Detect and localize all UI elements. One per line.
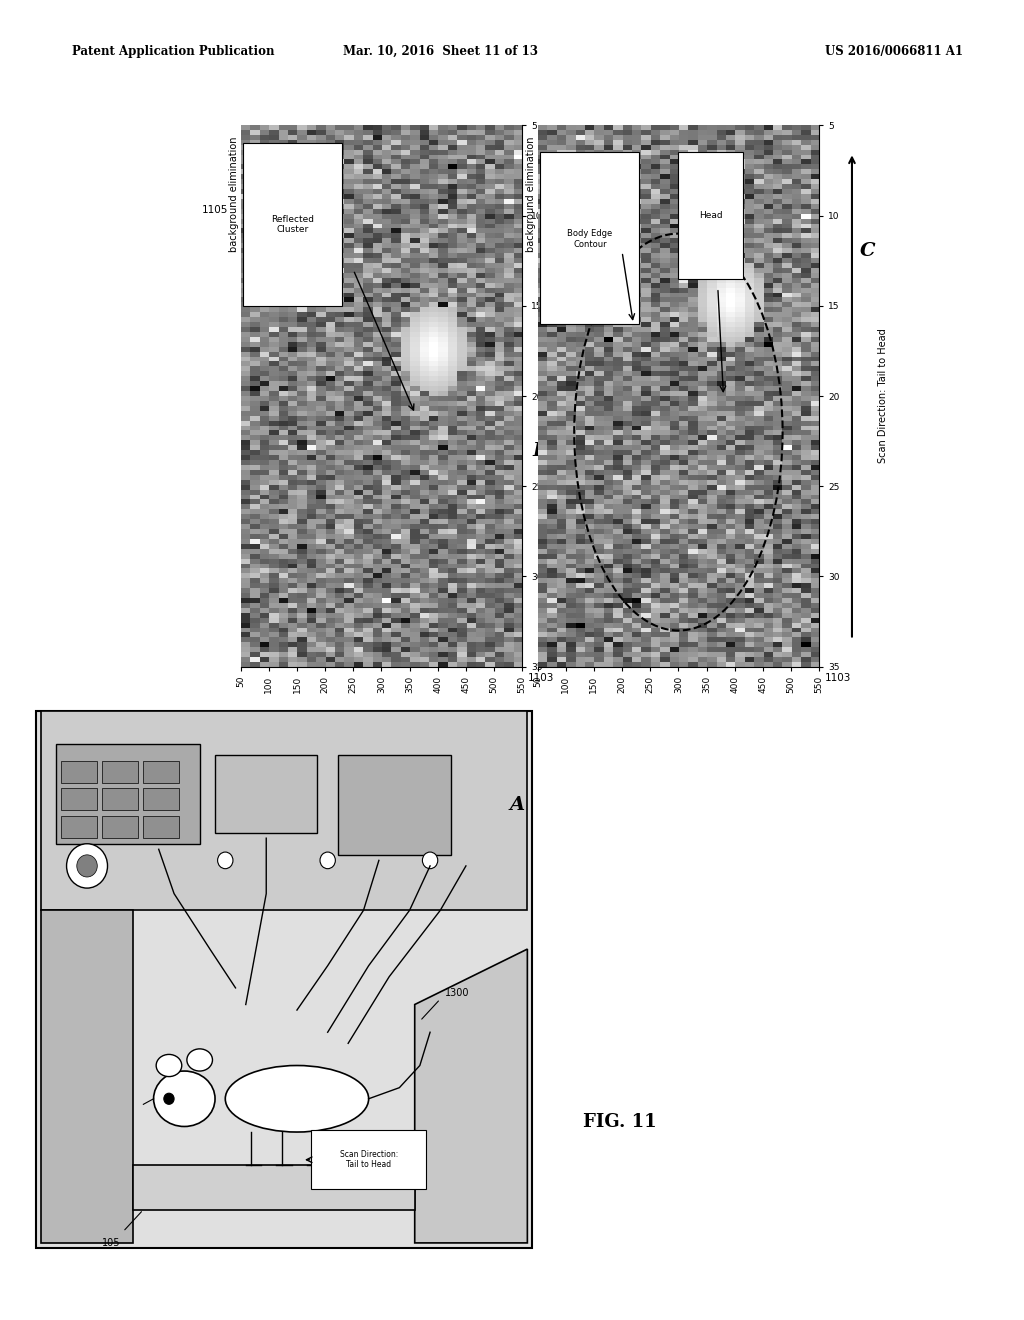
Bar [102,760,138,783]
Text: 105: 105 [102,1238,121,1247]
Circle shape [423,853,438,869]
Circle shape [319,853,335,869]
Circle shape [77,855,97,876]
FancyBboxPatch shape [678,152,743,279]
Text: background elimination: background elimination [229,136,240,252]
Text: C: C [860,242,876,260]
Bar [56,744,200,843]
FancyBboxPatch shape [311,1130,427,1189]
Text: A: A [510,796,524,814]
FancyBboxPatch shape [244,144,342,306]
Bar [338,755,451,855]
Bar [143,760,179,783]
Ellipse shape [154,1071,215,1126]
Polygon shape [415,949,527,1243]
Text: 1103: 1103 [527,673,554,684]
Bar [41,710,527,911]
Text: Body Edge
Contour: Body Edge Contour [567,230,612,248]
Bar [143,816,179,838]
Text: Scan Direction: Tail to Head: Scan Direction: Tail to Head [878,329,888,463]
Text: 1103: 1103 [824,673,851,684]
FancyBboxPatch shape [541,152,639,323]
Ellipse shape [225,1065,369,1133]
Bar [102,788,138,810]
Bar [41,911,133,1243]
Text: 1300: 1300 [445,989,470,998]
Text: Mar. 10, 2016  Sheet 11 of 13: Mar. 10, 2016 Sheet 11 of 13 [343,45,538,58]
Text: Reflected
Cluster: Reflected Cluster [271,215,314,235]
Bar [61,788,97,810]
Bar [61,760,97,783]
Text: US 2016/0066811 A1: US 2016/0066811 A1 [824,45,963,58]
Ellipse shape [186,1049,213,1071]
Bar [133,1166,415,1209]
Text: FIG. 11: FIG. 11 [583,1113,656,1131]
Bar [61,816,97,838]
Bar [143,788,179,810]
Text: Patent Application Publication: Patent Application Publication [72,45,274,58]
Text: B: B [532,442,549,459]
Bar [215,755,317,833]
Circle shape [164,1093,174,1105]
Text: 1105: 1105 [202,205,228,215]
Text: Scan Direction:
Tail to Head: Scan Direction: Tail to Head [340,1150,397,1170]
Ellipse shape [156,1055,182,1077]
Circle shape [217,853,233,869]
Bar [102,816,138,838]
Circle shape [67,843,108,888]
Text: background elimination: background elimination [526,136,537,252]
Text: Head: Head [699,211,723,220]
